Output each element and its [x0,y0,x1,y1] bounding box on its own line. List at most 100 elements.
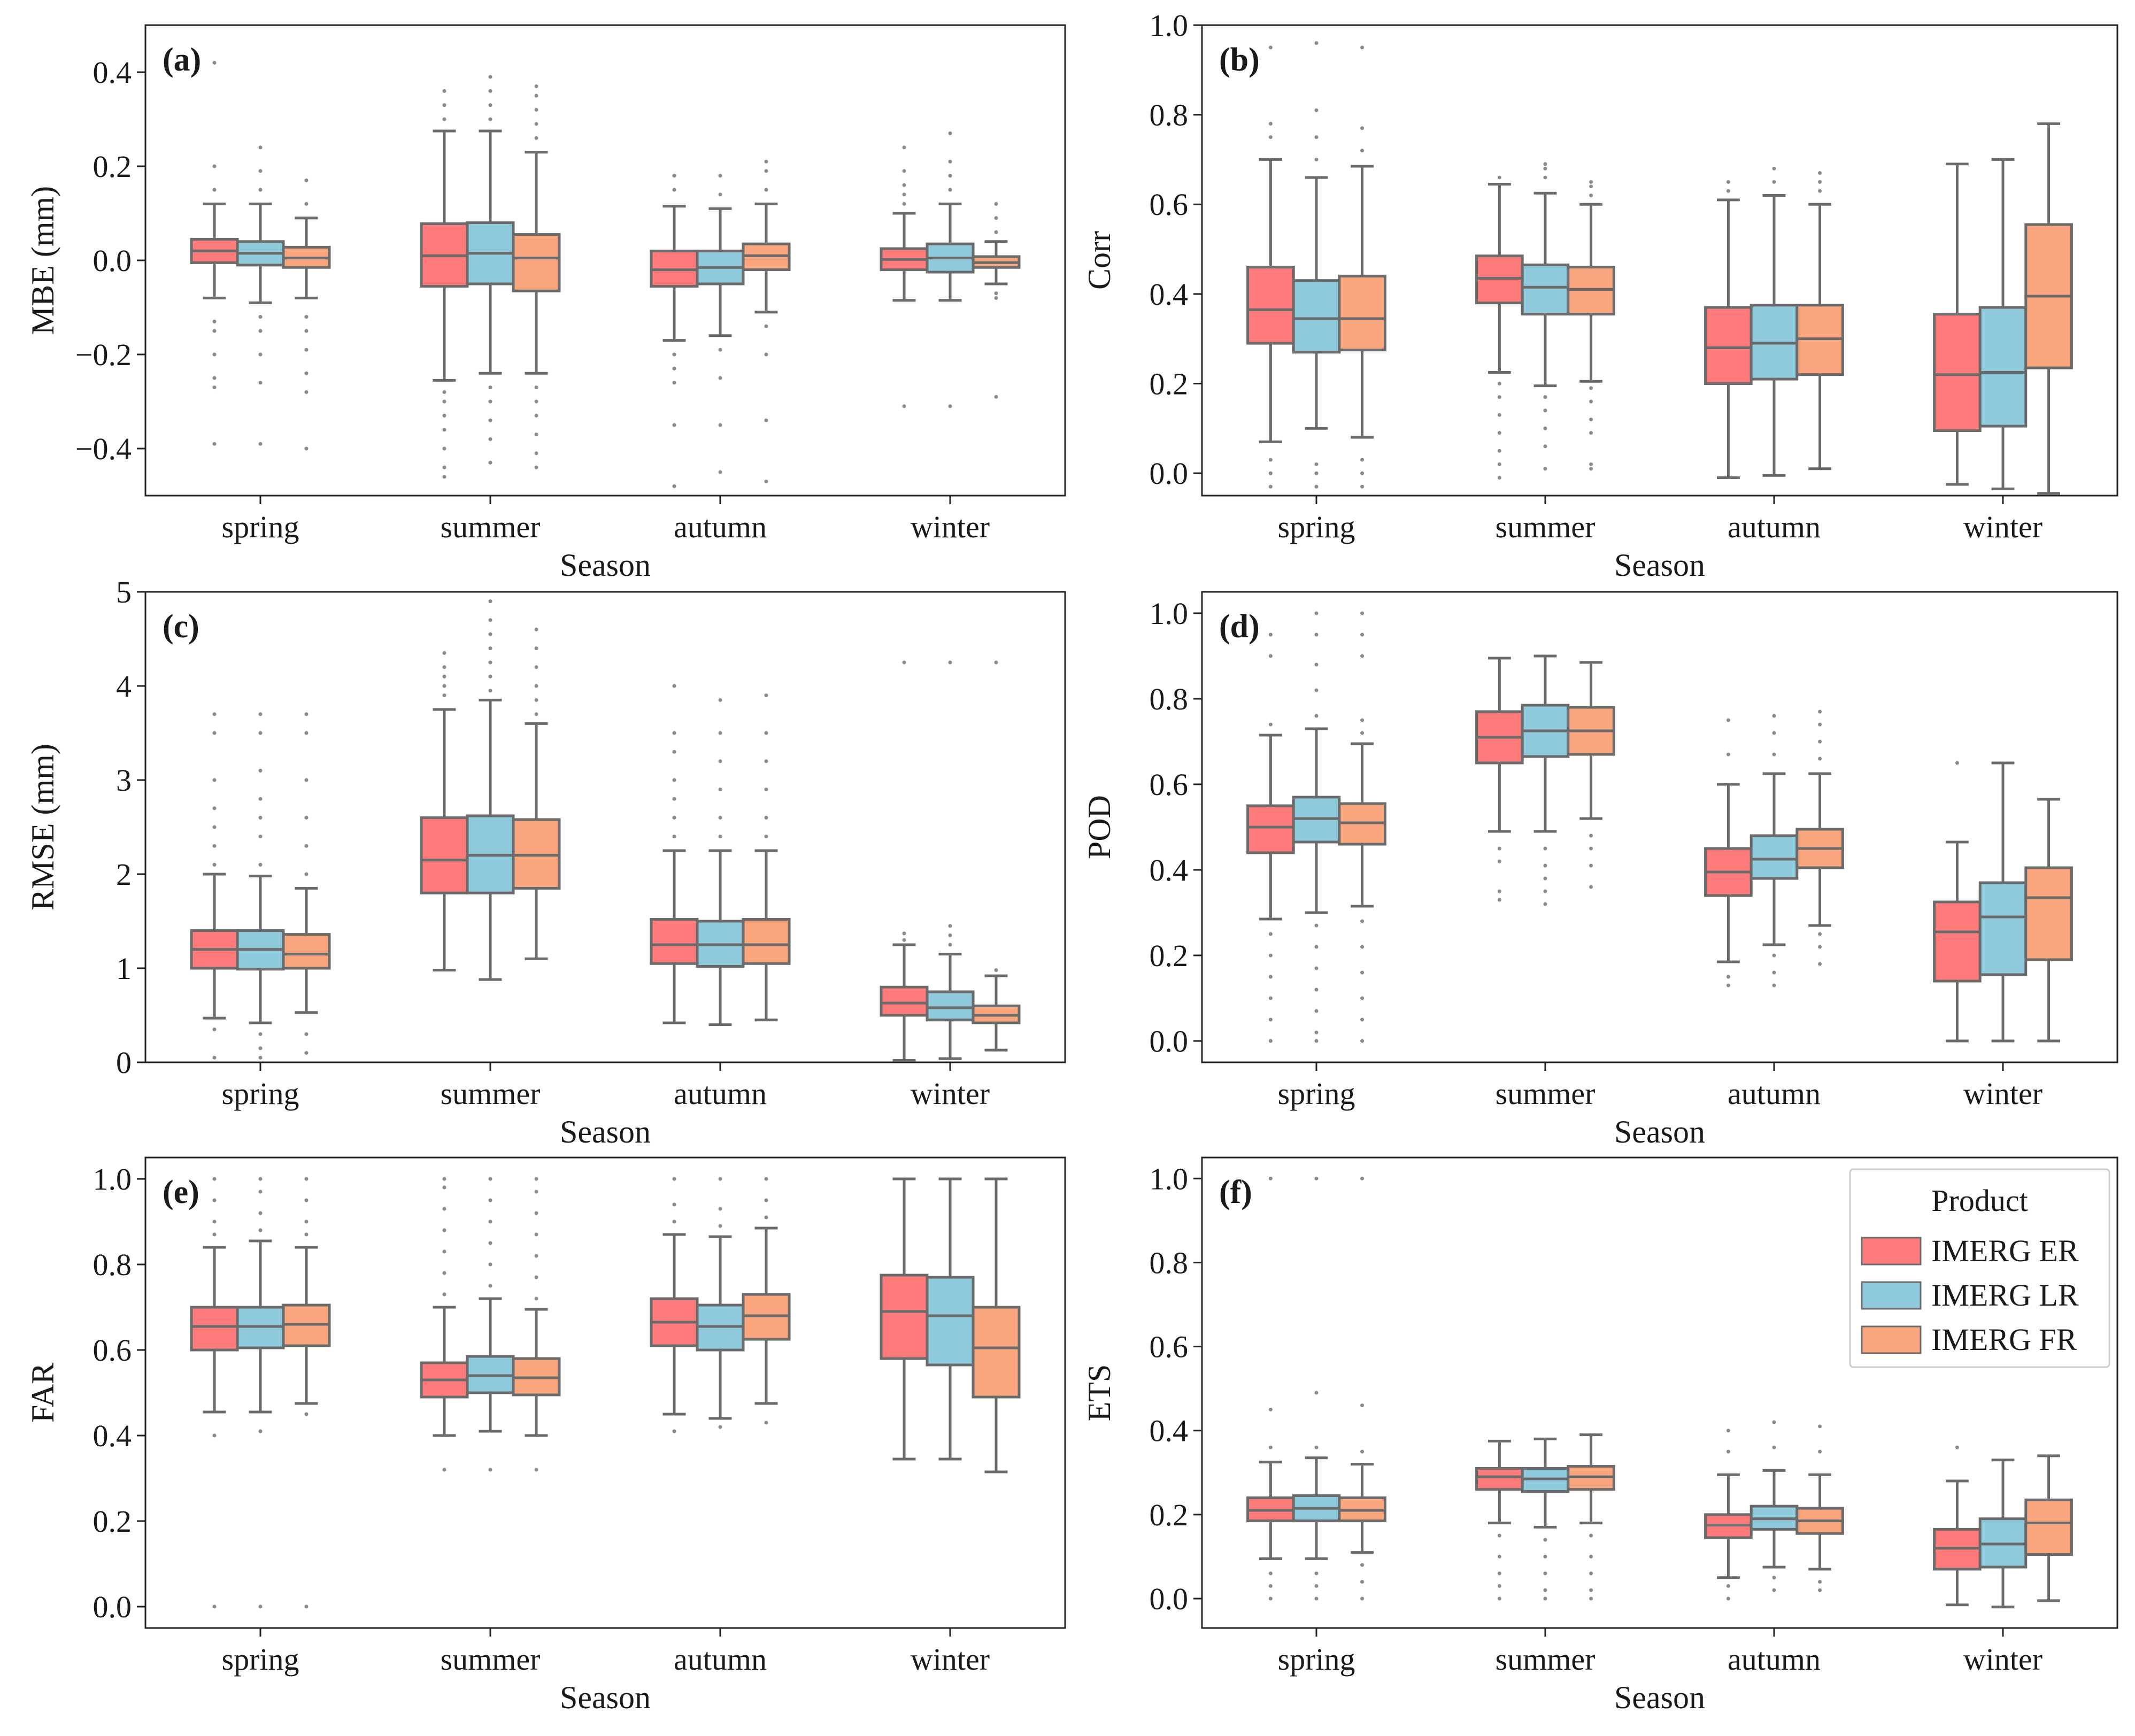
x-tick-label-spring: spring [222,1642,299,1677]
outlier-point [1589,386,1593,390]
outlier-point [1818,171,1822,175]
outlier-point [1772,1420,1776,1424]
outlier-point [442,390,446,394]
outlier-point [948,159,952,164]
y-tick-label: 4 [116,669,132,704]
outlier-point [258,1055,263,1060]
legend-frame [1849,1168,2110,1368]
outlier-point [1955,1445,1959,1449]
outlier-point [764,815,768,820]
outlier-point [442,665,446,669]
outlier-point [1497,462,1501,466]
outlier-point [1268,722,1273,727]
box-autumn-imerg-lr [1749,1420,1799,1592]
outlier-point [304,390,309,394]
outlier-point [304,844,309,848]
box-autumn-imerg-lr [1749,166,1799,477]
outlier-point [1268,45,1273,50]
outlier-point [212,1177,217,1181]
x-tick-label-summer: summer [1496,510,1596,544]
outlier-point [764,759,768,763]
outlier-point [1360,970,1365,975]
outlier-point [534,84,538,88]
y-tick-label: 0.0 [93,1590,132,1624]
outlier-point [1589,467,1593,471]
outlier-point [1360,149,1365,153]
outlier-point [442,684,446,688]
x-tick-label-summer: summer [1496,1076,1596,1111]
box-winter-imerg-lr [1978,761,2028,1043]
box-summer-imerg-lr [466,1177,515,1472]
outlier-point [304,315,309,319]
outlier-point [1543,162,1547,166]
outlier-point [1314,1030,1319,1035]
panel-f: 0.0 0.2 0.4 0.6 0.8 1.0 spring summer autumn wint… [1082,1156,2118,1715]
box-spring-imerg-fr [282,178,331,451]
outlier-point [212,825,217,829]
outlier-point [672,684,676,688]
outlier-point [1268,1571,1273,1576]
box-spring-imerg-lr [236,712,285,1060]
outlier-point [1726,1429,1730,1433]
x-axis-title: Season [1614,1114,1705,1149]
box-autumn-imerg-er [1704,718,1753,987]
outlier-point [1543,444,1547,449]
outlier-point [764,169,768,173]
y-tick-label: 3 [116,763,132,798]
outlier-point [902,202,906,206]
outlier-point [672,366,676,371]
panel-b: 0.0 0.2 0.4 0.6 0.8 1.0 spring summer autumn wint… [1082,8,2118,583]
outlier-point [1268,1039,1273,1043]
outlier-point [534,122,538,126]
outlier-point [1268,121,1273,126]
outlier-point [442,399,446,404]
outlier-point [488,117,492,121]
outlier-point [1543,863,1547,868]
iqr-box [1338,274,1386,352]
outlier-point [534,1468,538,1472]
outlier-point [1543,395,1547,399]
outlier-point [212,712,217,716]
outlier-point [304,731,309,735]
outlier-point [1314,1009,1319,1013]
axes-frame-d [1201,591,2118,1063]
y-axis-title: RMSE (mm) [25,744,60,911]
outlier-point [1314,1445,1319,1449]
outlier-point [304,1220,309,1224]
box-spring-imerg-lr [1292,1176,1341,1601]
box-spring-imerg-fr [1338,611,1386,1043]
outlier-point [304,1232,309,1237]
box-summer-imerg-lr [1521,1437,1570,1601]
outlier-point [304,778,309,782]
outlier-point [304,329,309,333]
outlier-point [534,1211,538,1215]
iqr-box [512,818,561,890]
iqr-box [1978,881,2028,976]
box-summer-imerg-lr [466,599,515,981]
outlier-point [534,413,538,418]
outlier-point [718,698,722,702]
outlier-point [1818,1580,1822,1584]
outlier-point [718,174,722,178]
box-winter-imerg-lr [926,660,975,1060]
outlier-point [1360,611,1365,615]
x-tick-label-winter: winter [911,1642,990,1677]
box-autumn-imerg-er [1704,1429,1753,1601]
box-winter-imerg-lr [1978,158,2028,490]
outlier-point [212,1055,217,1060]
outlier-point [718,1425,722,1429]
outlier-point [534,665,538,669]
y-tick-label: 0.6 [1150,187,1189,222]
outlier-point [534,712,538,716]
outlier-point [1497,859,1501,863]
outlier-point [304,178,309,182]
box-summer-imerg-lr [1521,162,1570,471]
outlier-point [1497,1596,1501,1601]
x-tick-label-autumn: autumn [674,1642,767,1677]
outlier-point [672,731,676,735]
x-tick-label-spring: spring [1278,510,1355,544]
panel-c: 0 1 2 3 4 5 spring summer autumn winter Season RMSE… [25,575,1066,1149]
x-tick-label-summer: summer [441,510,541,544]
outlier-point [1818,1424,1822,1429]
outlier-point [1543,876,1547,881]
